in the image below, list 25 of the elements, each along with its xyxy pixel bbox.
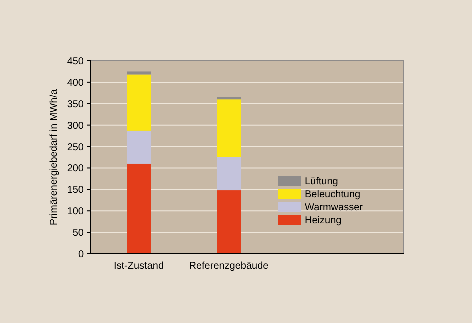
legend-label: Lüftung — [305, 176, 338, 188]
y-tick-label: 450 — [67, 56, 84, 68]
y-tick-label: 50 — [72, 228, 84, 240]
legend-label: Beleuchtung — [305, 190, 361, 200]
bar — [127, 164, 151, 254]
x-tick-label: Referenzgebäude — [189, 261, 270, 272]
bar — [217, 100, 241, 158]
bar — [217, 157, 241, 191]
legend-label: Heizung — [305, 216, 342, 226]
bar — [127, 130, 151, 164]
bar — [217, 190, 241, 254]
y-tick-label: 200 — [67, 164, 84, 175]
y-tick-label: 350 — [67, 99, 84, 110]
y-tick-label: 0 — [78, 250, 84, 260]
x-tick-label: Ist-Zustand — [114, 261, 164, 272]
y-tick-label: 100 — [67, 206, 84, 218]
y-tick-label: 400 — [67, 78, 84, 89]
bar — [127, 74, 151, 131]
bar — [127, 72, 151, 75]
y-axis-title: Primärenergiebedarf in MWh/a — [49, 88, 60, 226]
legend-label: Warmwasser — [305, 202, 364, 214]
y-tick-label: 300 — [67, 120, 84, 132]
bar — [217, 97, 241, 100]
y-tick-label: 250 — [67, 142, 84, 154]
y-tick-label: 150 — [67, 185, 84, 196]
